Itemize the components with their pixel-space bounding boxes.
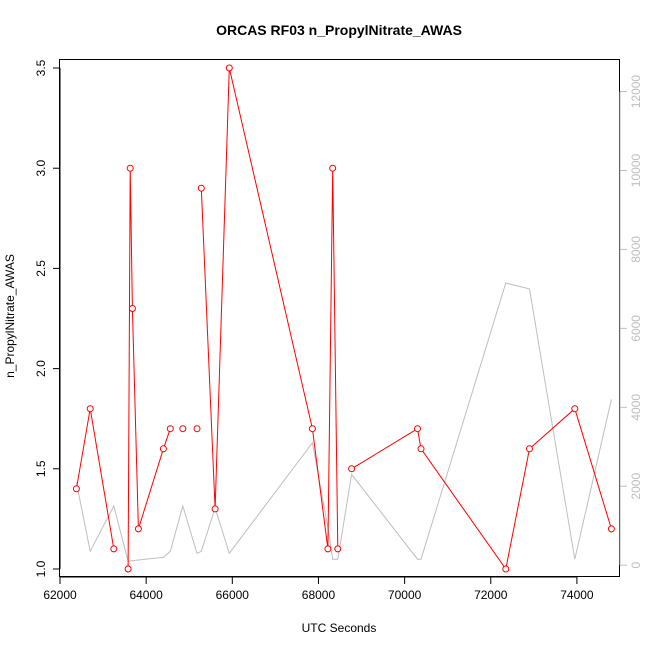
x-tick-label: 72000 — [474, 588, 508, 602]
y2-tick-label: 12000 — [629, 75, 643, 109]
data-point — [159, 445, 167, 453]
data-point — [414, 425, 421, 433]
data-point — [86, 405, 94, 413]
x-tick-label: 66000 — [216, 588, 250, 602]
y-tick-label: 3.0 — [34, 160, 48, 177]
y2-tick-label: 4000 — [629, 394, 643, 421]
data-point — [225, 64, 233, 72]
x-tick-label: 70000 — [388, 588, 422, 602]
data-point — [502, 565, 510, 573]
data-point — [72, 485, 80, 493]
x-axis: 62000 64000 66000 68000 70000 72000 74000 — [43, 576, 594, 602]
plot-area — [72, 64, 615, 573]
y-tick-label: 2.5 — [34, 260, 48, 277]
x-axis-label: UTC Seconds — [302, 621, 377, 635]
series-left-line — [200, 67, 339, 549]
x-tick-label: 62000 — [43, 588, 77, 602]
y-tick-label: 3.5 — [34, 59, 48, 76]
y-axis-label: n_PropylNitrate_AWAS — [3, 254, 17, 378]
data-point — [348, 465, 356, 473]
data-point — [329, 164, 337, 172]
y-tick-label: 1.0 — [34, 560, 48, 577]
y2-tick-label: 8000 — [629, 236, 643, 263]
data-point — [211, 505, 219, 513]
data-point — [179, 425, 187, 433]
y2-tick-label: 0 — [629, 562, 643, 569]
y-axis-left: 1.0 1.5 2.0 2.5 3.0 3.5 — [34, 59, 61, 577]
x-tick-label: 68000 — [302, 588, 336, 602]
chart-title: ORCAS RF03 n_PropylNitrate_AWAS — [216, 22, 462, 38]
plot-frame — [59, 59, 620, 577]
x-tick-label: 74000 — [560, 588, 594, 602]
data-point — [110, 545, 118, 553]
data-point — [166, 425, 174, 433]
series-left-line — [75, 408, 115, 549]
y-axis-right: 0 2000 4000 6000 8000 10000 12000 — [619, 75, 643, 569]
series-right-line — [75, 282, 612, 562]
data-point — [193, 425, 201, 433]
data-point — [128, 305, 136, 312]
data-point — [134, 525, 142, 533]
data-point — [417, 445, 425, 453]
data-point — [334, 545, 342, 553]
data-point — [124, 565, 132, 573]
x-tick-label: 64000 — [129, 588, 163, 602]
data-point — [308, 425, 316, 433]
data-point — [571, 405, 579, 413]
data-point — [126, 164, 134, 172]
y-tick-label: 2.0 — [34, 360, 48, 377]
y2-tick-label: 2000 — [629, 473, 643, 500]
y-tick-label: 1.5 — [34, 460, 48, 477]
data-point — [324, 545, 332, 553]
data-point — [607, 525, 615, 533]
data-point — [526, 445, 533, 453]
y2-tick-label: 10000 — [629, 153, 643, 187]
y2-tick-label: 6000 — [629, 315, 643, 342]
series-left-line — [127, 168, 171, 570]
data-point — [197, 184, 205, 192]
